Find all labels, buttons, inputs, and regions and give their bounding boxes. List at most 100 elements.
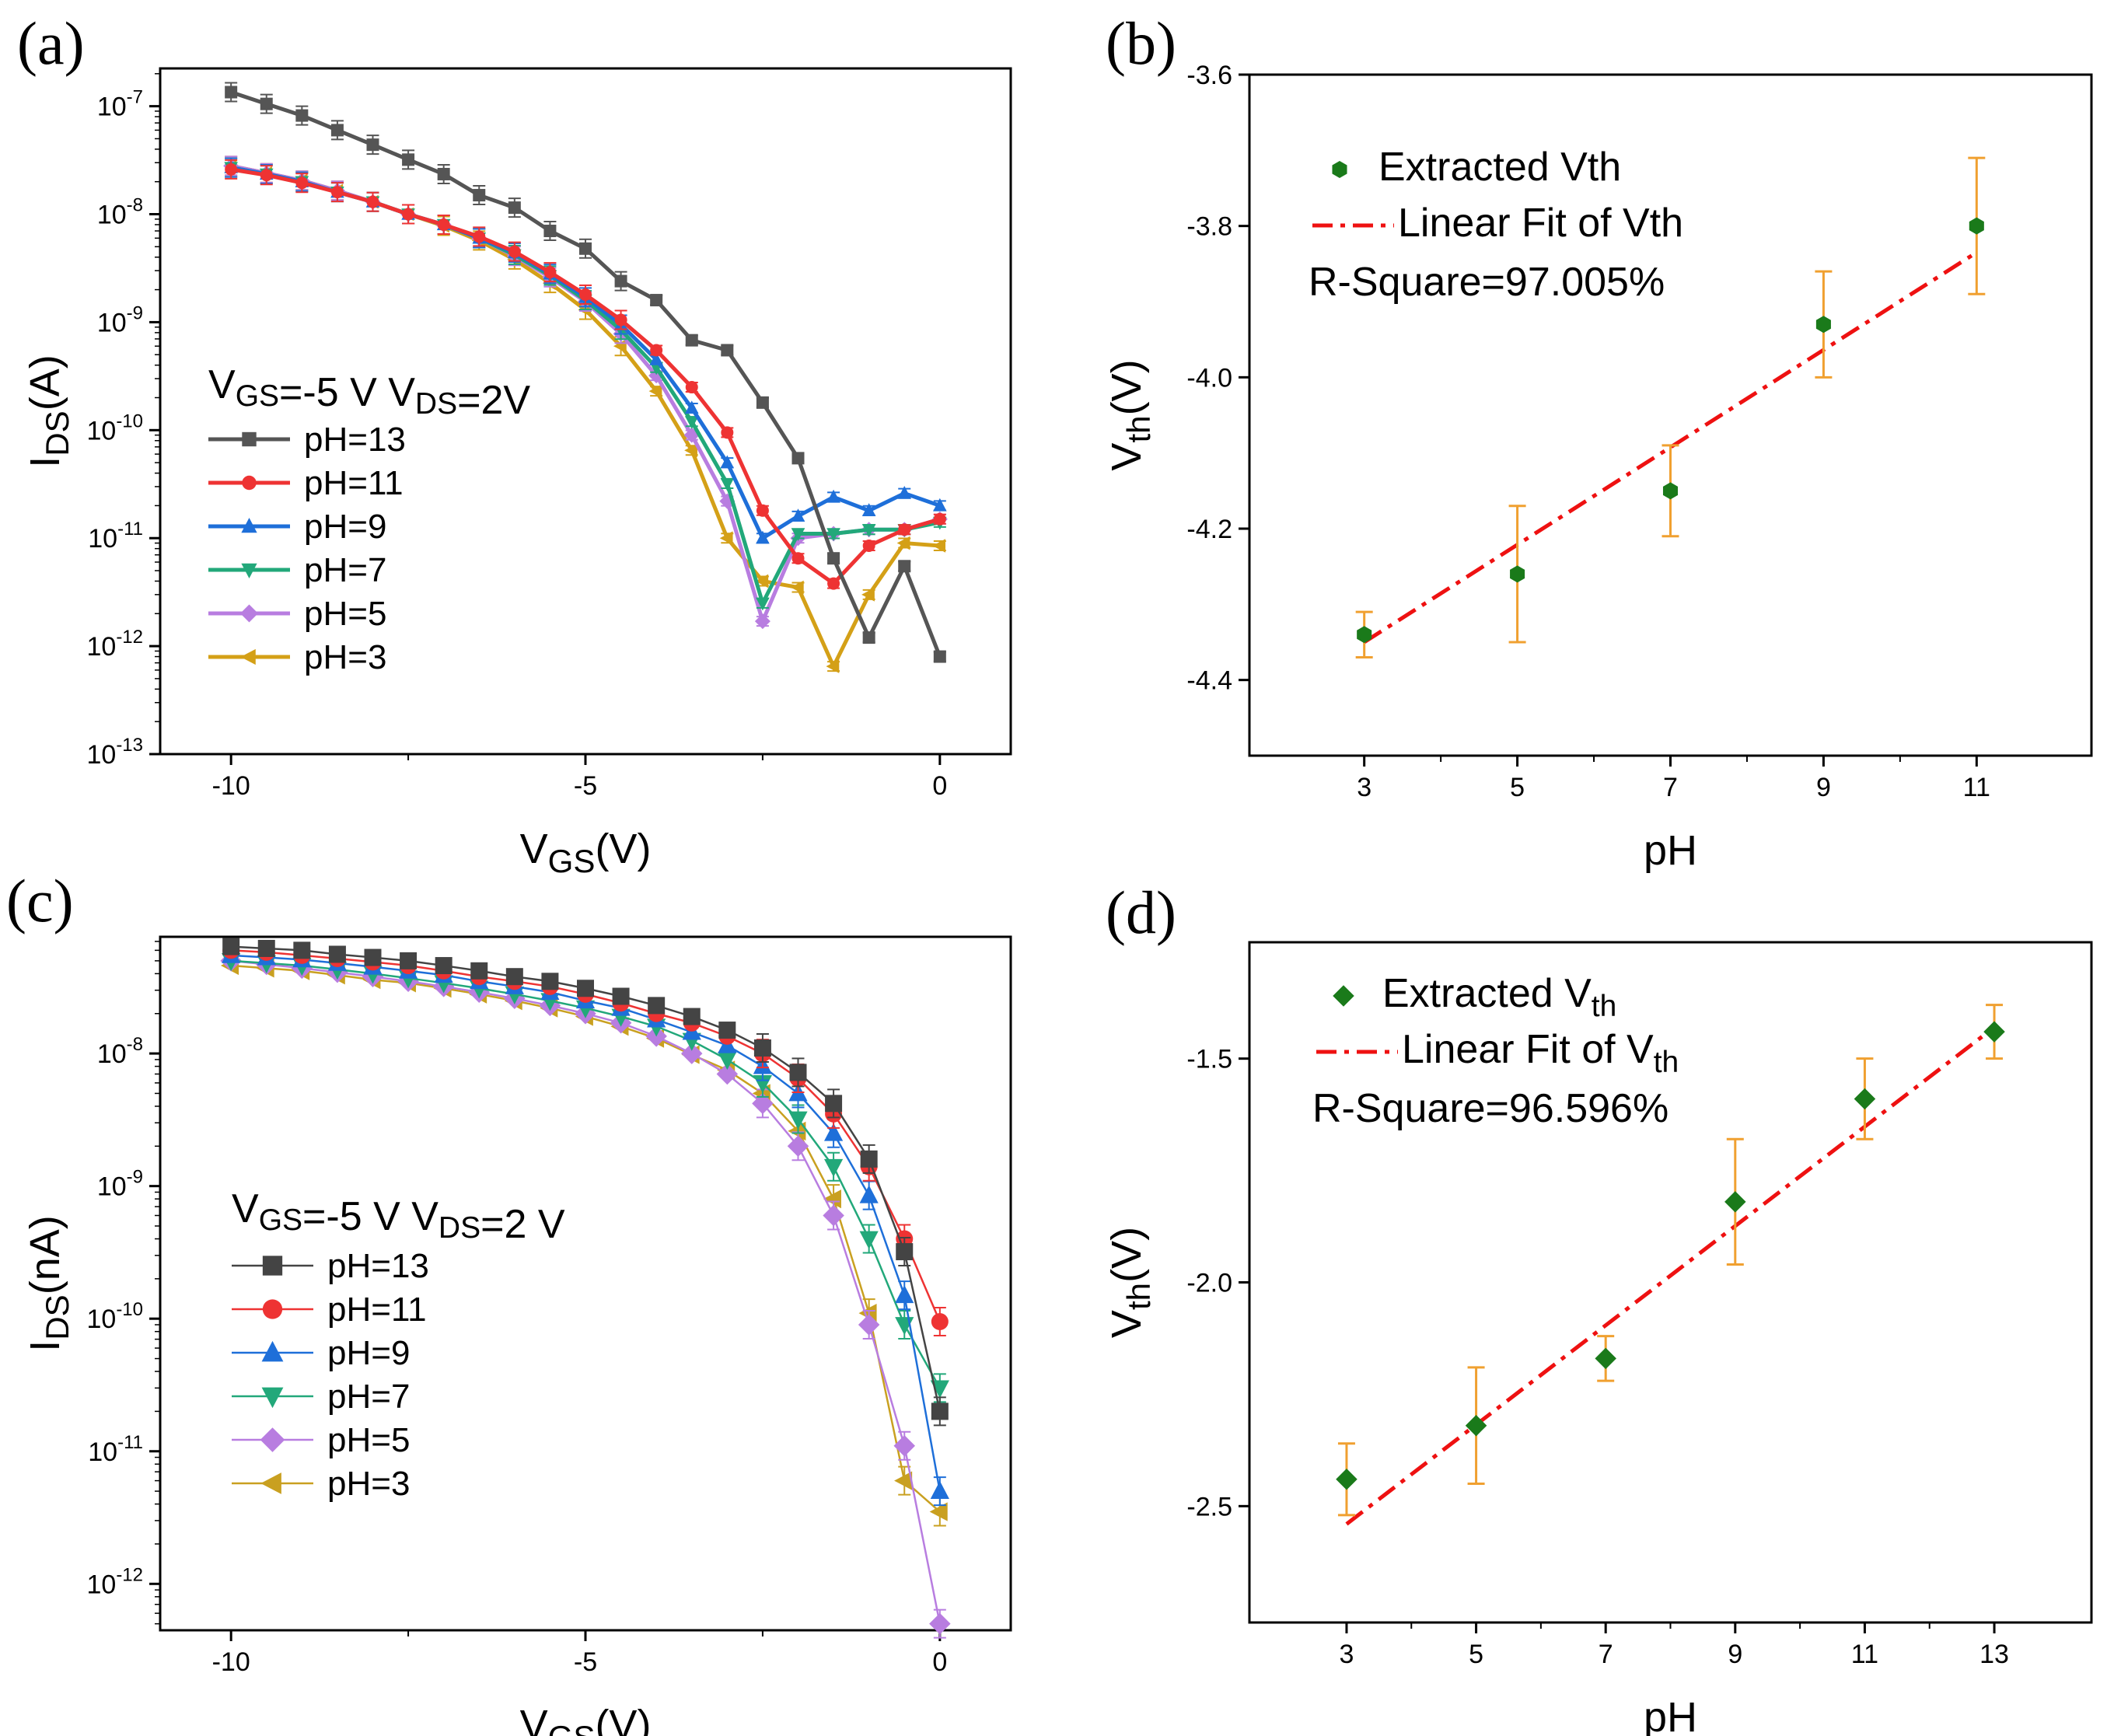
- panel-d-vth-vs-ph: 3 5 7 9 11 13 -1.5 -2.0 -2.5 pH Vth(V) Extracted Vt…: [1103, 878, 2093, 1736]
- legend-label-fit: Linear Fit of Vth: [1402, 1027, 1679, 1079]
- y-tick-label: 10-7: [97, 87, 143, 122]
- data-point-pH=13: [718, 1022, 736, 1039]
- data-point-pH=3: [790, 580, 804, 595]
- legend-swatch-marker: [260, 1472, 281, 1494]
- data-point-pH=9: [756, 530, 770, 544]
- legend-label: pH=5: [304, 595, 386, 633]
- y-tick-label: -4.0: [1186, 363, 1232, 393]
- data-point-pH=13: [933, 650, 946, 663]
- legend-swatch-marker: [241, 517, 257, 533]
- y-tick-label: -2.0: [1186, 1269, 1232, 1298]
- data-point-pH=7: [791, 528, 805, 542]
- data-point-pH=11: [614, 313, 627, 327]
- data-point-pH=3: [896, 536, 910, 550]
- legend-swatch-marker: [260, 1427, 285, 1452]
- legend-swatch-marker: [1333, 985, 1354, 1007]
- legend-swatch-marker: [261, 1387, 284, 1409]
- legend-label: pH=3: [327, 1465, 410, 1503]
- data-point-pH=13: [789, 1064, 807, 1081]
- data-point-pH=9: [859, 1185, 879, 1203]
- data-point: [1854, 1088, 1876, 1110]
- y-tick-label: -2.5: [1186, 1492, 1232, 1521]
- data-point-pH=11: [933, 512, 946, 526]
- x-axis-title: pH: [1644, 827, 1697, 874]
- data-point-pH=7: [823, 1158, 844, 1177]
- y-tick-label: 10-9: [97, 302, 143, 337]
- data-point-pH=9: [895, 1284, 914, 1304]
- x-tick-label: -5: [574, 771, 597, 801]
- data-point-pH=11: [685, 381, 698, 394]
- condition-label: VGS=-5 V VDS=2 V: [232, 1186, 565, 1247]
- y-tick-label: 10-10: [86, 1299, 143, 1334]
- panel-label: (a): [17, 9, 85, 77]
- y-tick-label: 10-8: [97, 195, 143, 230]
- legend-swatch-marker: [242, 431, 257, 447]
- plot-frame: [1248, 73, 2093, 757]
- x-tick-label: 5: [1469, 1640, 1483, 1669]
- r-square-label: R-Square=96.596%: [1312, 1086, 1668, 1131]
- legend-label: pH=13: [327, 1247, 429, 1285]
- data-point-pH=5: [893, 1434, 915, 1457]
- y-tick-label: 10-12: [86, 1564, 143, 1599]
- data-point-pH=13: [505, 968, 523, 986]
- y-tick-label: 10-11: [88, 519, 143, 554]
- data-point-pH=11: [508, 245, 521, 258]
- legend-swatch-marker: [261, 1340, 284, 1362]
- legend-label-extracted: Extracted Vth: [1378, 145, 1621, 190]
- plot-frame: [1248, 941, 2093, 1624]
- r-square-label: R-Square=97.005%: [1309, 260, 1665, 305]
- data-point-pH=11: [862, 540, 875, 553]
- data-point: [1336, 1469, 1357, 1490]
- data-point-pH=13: [257, 939, 275, 957]
- data-point-pH=9: [791, 508, 805, 522]
- data-point-pH=11: [225, 162, 238, 176]
- data-point-pH=7: [718, 1051, 737, 1071]
- data-point-pH=11: [543, 266, 557, 279]
- x-tick-label: 0: [932, 1647, 947, 1677]
- data-point-pH=11: [330, 186, 344, 199]
- data-point-pH=13: [579, 242, 592, 255]
- x-tick-label: 11: [1963, 773, 1990, 802]
- data-point-pH=13: [825, 1095, 843, 1113]
- y-tick-label: -3.8: [1186, 212, 1232, 242]
- y-axis-title: IDS(A): [22, 355, 75, 468]
- data-point-pH=11: [827, 577, 840, 590]
- panel-b-vth-vs-ph: 3 5 7 9 11 -3.6 -3.8 -4.0 -4.2 -4.4 pH Vth(V) Extrac…: [1103, 9, 2093, 874]
- data-point-pH=9: [684, 400, 699, 414]
- data-point: [1969, 217, 1984, 235]
- data-point-pH=9: [861, 503, 876, 516]
- data-point-pH=11: [437, 218, 450, 231]
- legend-label: pH=13: [304, 421, 406, 459]
- data-point-pH=9: [897, 485, 912, 499]
- data-point-pH=13: [225, 86, 238, 99]
- data-point-pH=13: [791, 452, 805, 465]
- data-point-pH=3: [648, 384, 662, 398]
- x-tick-label: 3: [1357, 773, 1371, 802]
- y-tick-label: -4.2: [1186, 515, 1232, 544]
- data-point-pH=7: [930, 1380, 949, 1399]
- legend-label: pH=5: [327, 1421, 410, 1459]
- legend-swatch-marker: [262, 1299, 283, 1319]
- data-point-pH=9: [930, 1480, 949, 1499]
- data-point-pH=7: [684, 416, 699, 429]
- data-point: [1724, 1191, 1746, 1213]
- legend-label-extracted: Extracted Vth: [1382, 971, 1616, 1023]
- x-tick-label: 13: [1979, 1640, 2009, 1669]
- data-point-pH=3: [684, 443, 697, 458]
- data-point-pH=7: [756, 597, 770, 611]
- data-point-pH=7: [720, 477, 735, 491]
- legend-swatch-marker: [262, 1256, 283, 1276]
- data-point-pH=11: [931, 1312, 949, 1330]
- y-tick-label: 10-13: [86, 735, 143, 770]
- x-tick-label: 7: [1663, 773, 1678, 802]
- data-point-pH=5: [754, 613, 770, 630]
- y-tick-label: 10-12: [86, 627, 143, 662]
- data-point: [1465, 1414, 1487, 1437]
- data-point-pH=11: [898, 523, 911, 536]
- data-point-pH=13: [435, 957, 452, 975]
- data-point-pH=13: [931, 1402, 949, 1420]
- data-point-pH=5: [858, 1314, 880, 1336]
- data-point-pH=11: [756, 504, 769, 517]
- data-point-pH=13: [543, 225, 557, 238]
- data-point-pH=5: [787, 1135, 809, 1158]
